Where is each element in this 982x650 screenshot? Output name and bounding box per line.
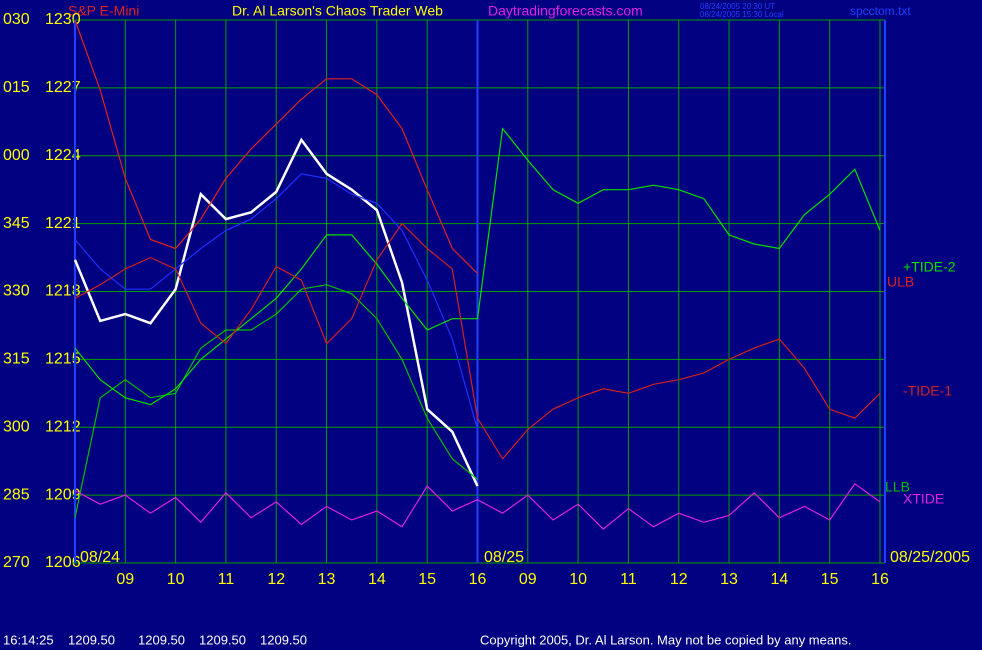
series-line (74, 284, 478, 518)
status-time: 16:14:25 (3, 632, 54, 647)
y-tick-label: 1206 (45, 554, 81, 571)
y-tick-label: 1212 (45, 418, 81, 435)
series-line (74, 173, 479, 430)
y-tick-label: 1224 (45, 147, 81, 164)
x-tick-label: 11 (218, 571, 235, 588)
x-tick-label: 12 (267, 571, 285, 588)
file-name: spcctom.txt (850, 4, 911, 18)
y2-tick-label: 030 (3, 11, 30, 28)
y2-tick-label: 315 (3, 351, 30, 368)
copyright: Copyright 2005, Dr. Al Larson. May not b… (480, 632, 851, 647)
instrument: S&P E-Mini (68, 3, 139, 19)
y-tick-label: 1221 (45, 215, 81, 232)
y2-tick-label: 270 (3, 554, 30, 571)
series-label: LLB (885, 479, 910, 495)
x-tick-label: 09 (519, 571, 537, 588)
y-tick-label: 1230 (45, 11, 81, 28)
y2-tick-label: 015 (3, 79, 30, 96)
series-line (74, 222, 881, 460)
y-tick-label: 1209 (45, 486, 81, 503)
status-quote: 1209.50 (260, 632, 307, 647)
y2-tick-label: 285 (3, 486, 30, 503)
x-tick-label: 13 (720, 571, 738, 588)
x-tick-label: 11 (620, 571, 637, 588)
x-tick-label: 13 (318, 571, 336, 588)
y-tick-label: 1218 (45, 283, 81, 300)
series-label: +TIDE-2 (903, 259, 956, 275)
date-label: 08/25/2005 (890, 549, 970, 566)
y2-tick-label: 300 (3, 418, 30, 435)
timestamp: 08/24/2005 15:30 Local (700, 10, 784, 19)
x-tick-label: 14 (368, 571, 386, 588)
status-quote: 1209.50 (199, 632, 246, 647)
y2-tick-label: 330 (3, 283, 30, 300)
series-line (74, 127, 881, 406)
x-tick-label: 16 (871, 571, 889, 588)
y2-tick-label: 000 (3, 147, 30, 164)
date-label: 08/25 (484, 549, 524, 566)
x-tick-label: 16 (469, 571, 487, 588)
chart-title: Dr. Al Larson's Chaos Trader Web (232, 3, 443, 19)
x-tick-label: 15 (418, 571, 436, 588)
y-tick-label: 1227 (45, 79, 81, 96)
series-label: -TIDE-1 (903, 383, 952, 399)
x-tick-label: 09 (116, 571, 134, 588)
series-line (73, 137, 479, 487)
x-tick-label: 14 (770, 571, 788, 588)
y2-tick-label: 345 (3, 215, 30, 232)
timestamp: 08/24/2005 20:30 UT (700, 2, 775, 11)
series-line (74, 19, 478, 274)
status-quote: 1209.50 (138, 632, 185, 647)
x-tick-label: 15 (821, 571, 839, 588)
y-tick-label: 1215 (45, 351, 81, 368)
x-tick-label: 10 (569, 571, 587, 588)
x-tick-label: 12 (670, 571, 688, 588)
series-label: ULB (887, 274, 914, 290)
series-line (74, 482, 881, 530)
series-label: XTIDE (903, 491, 944, 507)
status-quote: 1209.50 (68, 632, 115, 647)
x-tick-label: 10 (167, 571, 185, 588)
site: Daytradingforecasts.com (488, 3, 643, 19)
date-label: 08/24 (80, 549, 120, 566)
